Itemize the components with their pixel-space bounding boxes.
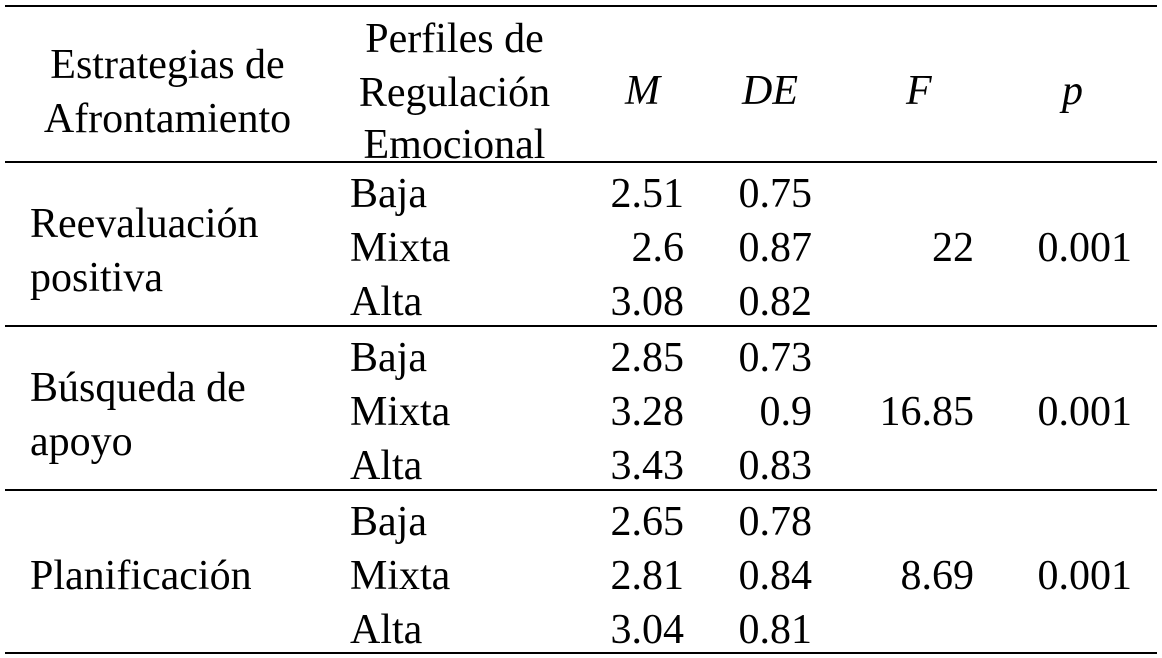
sd-cell: 0.84 bbox=[738, 553, 813, 599]
header-sd: DE bbox=[742, 68, 798, 114]
mean-cell: 3.04 bbox=[610, 607, 685, 653]
header-profiles-line2: Regulación bbox=[358, 70, 551, 116]
profile-cell: Alta bbox=[350, 443, 423, 489]
profile-cell: Baja bbox=[350, 335, 427, 381]
header-strategies-line2: Afrontamiento bbox=[43, 96, 292, 142]
header-profiles-line3: Emocional bbox=[363, 122, 546, 168]
header-strategies-line1: Estrategias de bbox=[50, 42, 285, 88]
profile-cell: Alta bbox=[350, 607, 423, 653]
strategy-label-line1: Planificación bbox=[30, 553, 252, 599]
strategy-label-line2: apoyo bbox=[30, 419, 133, 465]
mean-cell: 2.6 bbox=[631, 225, 685, 271]
sd-cell: 0.78 bbox=[738, 499, 813, 545]
profile-cell: Baja bbox=[350, 171, 427, 217]
sd-cell: 0.75 bbox=[738, 171, 813, 217]
p-cell: 0.001 bbox=[1037, 553, 1133, 599]
p-cell: 0.001 bbox=[1037, 389, 1133, 435]
strategy-label-line2: positiva bbox=[30, 255, 163, 301]
f-cell: 16.85 bbox=[879, 389, 975, 435]
p-cell: 0.001 bbox=[1037, 225, 1133, 271]
f-cell: 8.69 bbox=[900, 553, 975, 599]
mean-cell: 3.28 bbox=[610, 389, 685, 435]
mean-cell: 2.81 bbox=[610, 553, 685, 599]
header-f: F bbox=[906, 68, 932, 114]
top-rule bbox=[5, 5, 1157, 7]
sd-cell: 0.87 bbox=[738, 225, 813, 271]
mean-cell: 2.65 bbox=[610, 499, 685, 545]
strategy-label-line1: Búsqueda de bbox=[30, 365, 246, 411]
mean-cell: 2.85 bbox=[610, 335, 685, 381]
strategy-label-line1: Reevaluación bbox=[30, 201, 259, 247]
profile-cell: Mixta bbox=[350, 389, 451, 435]
sd-cell: 0.81 bbox=[738, 607, 813, 653]
header-mean: M bbox=[625, 68, 660, 114]
group-rule bbox=[5, 325, 1157, 327]
header-p: p bbox=[1062, 68, 1083, 114]
mean-cell: 3.08 bbox=[610, 279, 685, 325]
group-rule bbox=[5, 489, 1157, 491]
profile-cell: Mixta bbox=[350, 553, 451, 599]
sd-cell: 0.83 bbox=[738, 443, 813, 489]
f-cell: 22 bbox=[932, 225, 974, 271]
profile-cell: Baja bbox=[350, 499, 427, 545]
profile-cell: Mixta bbox=[350, 225, 451, 271]
mean-cell: 3.43 bbox=[610, 443, 685, 489]
sd-cell: 0.9 bbox=[759, 389, 813, 435]
bottom-rule bbox=[5, 652, 1157, 654]
sd-cell: 0.82 bbox=[738, 279, 813, 325]
header-profiles-line1: Perfiles de bbox=[365, 16, 544, 62]
mean-cell: 2.51 bbox=[610, 171, 685, 217]
sd-cell: 0.73 bbox=[738, 335, 813, 381]
header-rule bbox=[5, 161, 1157, 163]
profile-cell: Alta bbox=[350, 279, 423, 325]
